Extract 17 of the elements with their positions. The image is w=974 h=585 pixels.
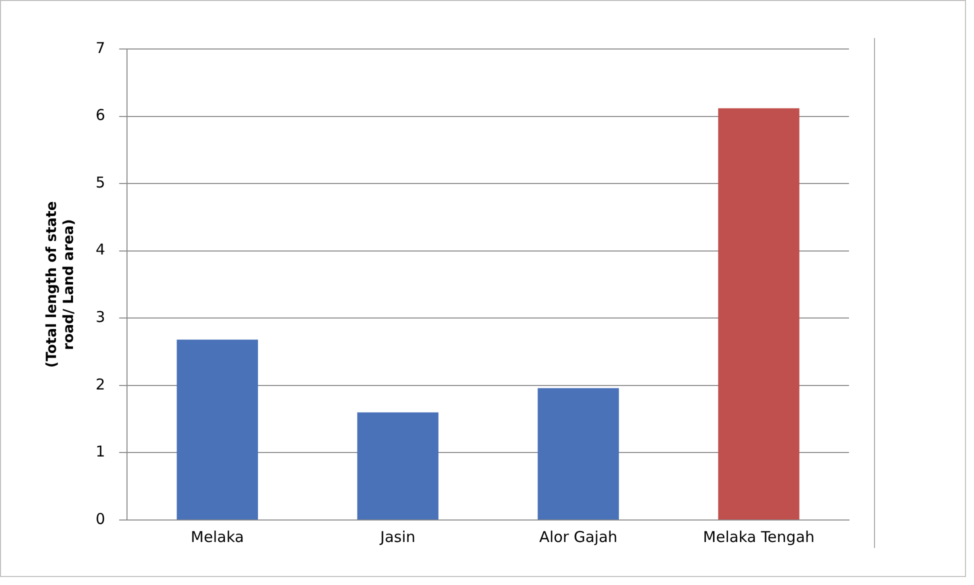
bar (538, 388, 619, 520)
bar (357, 412, 438, 520)
y-tick-label: 0 (96, 510, 106, 528)
y-tick-label: 5 (96, 173, 106, 192)
bar (718, 108, 800, 520)
x-tick-label: Jasin (379, 528, 416, 546)
y-tick-label: 2 (96, 375, 106, 394)
y-tick-label: 1 (96, 442, 106, 461)
x-tick-label: Alor Gajah (539, 528, 618, 546)
y-tick-label: 3 (96, 308, 106, 326)
x-tick-label: Melaka (190, 528, 244, 546)
bar (176, 340, 258, 520)
x-tick-label: Melaka Tengah (703, 528, 815, 546)
y-axis-title: (Total length of state road/ Land area) (44, 201, 77, 368)
y-tick-label: 7 (96, 38, 106, 57)
y-tick-label: 4 (96, 240, 106, 259)
y-tick-label: 6 (96, 106, 106, 124)
